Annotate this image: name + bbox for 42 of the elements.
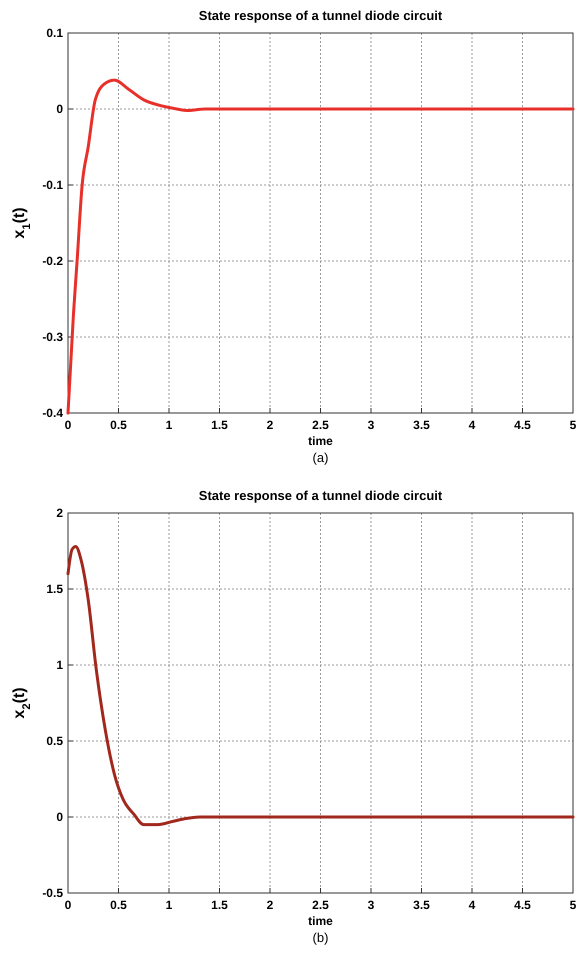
- x-tick-label: 2.5: [312, 898, 330, 912]
- y-tick-label: 0: [56, 810, 64, 824]
- x-tick-label: 5: [570, 898, 577, 912]
- text: (b): [312, 930, 328, 945]
- y-tick-label: 2: [56, 506, 64, 520]
- text: (a): [312, 450, 328, 465]
- y-tick-label: 1: [56, 658, 64, 672]
- y-tick-label: -0.3: [42, 330, 64, 344]
- line-series: [66, 544, 574, 826]
- chart-title: State response of a tunnel diode circuit: [198, 488, 443, 503]
- y-tick-label: -0.5: [42, 886, 64, 900]
- x-tick-label: 0: [64, 418, 72, 432]
- line-series: [66, 78, 574, 414]
- x-tick-label: 5: [570, 418, 577, 432]
- x-tick-label: 1.5: [211, 418, 228, 432]
- y-tick-label: -0.4: [42, 406, 64, 420]
- x-tick-label: 2.5: [312, 418, 330, 432]
- x-tick-label: 4: [468, 898, 476, 912]
- x-tick-label: 3.5: [413, 898, 430, 912]
- x-tick-label: 3: [368, 418, 375, 432]
- x-tick-label: 0.5: [110, 418, 128, 432]
- x-tick-label: 3.5: [413, 418, 430, 432]
- y-tick-label: -0.1: [42, 178, 64, 192]
- x-axis-title: time: [308, 914, 334, 928]
- y-tick-label: 0.1: [46, 26, 64, 40]
- x-tick-label: 4.5: [514, 418, 532, 432]
- x-tick-label: 0.5: [110, 898, 128, 912]
- x-tick-label: 1: [166, 418, 173, 432]
- x-tick-label: 1.5: [211, 898, 228, 912]
- x-tick-label: 0: [64, 898, 72, 912]
- y-tick-label: 0.5: [46, 734, 64, 748]
- x-tick-label: 2: [266, 898, 274, 912]
- x-tick-label: 4.5: [514, 898, 532, 912]
- x-axis-title: time: [308, 434, 334, 448]
- y-tick-label: -0.2: [42, 254, 64, 268]
- chart-title: State response of a tunnel diode circuit: [198, 8, 443, 23]
- y-tick-label: 0: [56, 102, 64, 116]
- x-tick-label: 2: [266, 418, 274, 432]
- x-tick-label: 1: [166, 898, 173, 912]
- x-tick-label: 3: [368, 898, 375, 912]
- x-tick-label: 4: [468, 418, 476, 432]
- y-tick-label: 1.5: [46, 582, 64, 596]
